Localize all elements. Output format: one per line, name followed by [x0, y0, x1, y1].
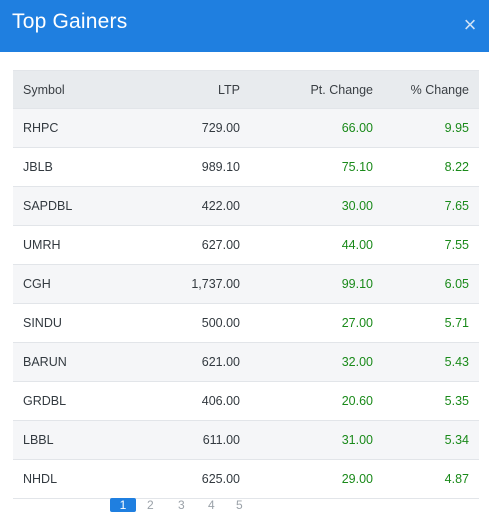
table-row[interactable]: RHPC 729.00 66.00 9.95: [13, 108, 479, 148]
cell-pct-change: 5.34: [383, 420, 479, 460]
cell-pt-change: 44.00: [250, 225, 383, 265]
cell-pt-change: 99.10: [250, 264, 383, 304]
cell-ltp: 627.00: [121, 225, 250, 265]
cell-ltp: 729.00: [121, 108, 250, 148]
cell-pct-change: 4.87: [383, 459, 479, 499]
cell-symbol[interactable]: NHDL: [13, 459, 121, 499]
column-header-ltp[interactable]: LTP: [121, 70, 250, 109]
cell-ltp: 989.10: [121, 147, 250, 187]
cell-symbol[interactable]: GRDBL: [13, 381, 121, 421]
table-row[interactable]: BARUN 621.00 32.00 5.43: [13, 342, 479, 382]
cell-ltp: 422.00: [121, 186, 250, 226]
gainers-table: Symbol LTP Pt. Change % Change RHPC 729.…: [13, 70, 479, 499]
table-row[interactable]: GRDBL 406.00 20.60 5.35: [13, 381, 479, 421]
close-icon[interactable]: ×: [463, 12, 477, 37]
cell-pct-change: 5.71: [383, 303, 479, 343]
cell-pt-change: 31.00: [250, 420, 383, 460]
cell-pct-change: 8.22: [383, 147, 479, 187]
cell-symbol[interactable]: LBBL: [13, 420, 121, 460]
page-button-2[interactable]: 2: [147, 498, 154, 512]
cell-ltp: 621.00: [121, 342, 250, 382]
modal-title: Top Gainers: [12, 10, 128, 33]
cell-pct-change: 6.05: [383, 264, 479, 304]
cell-pt-change: 30.00: [250, 186, 383, 226]
cell-pct-change: 9.95: [383, 108, 479, 148]
page-button-5[interactable]: 5: [236, 498, 243, 512]
cell-pt-change: 20.60: [250, 381, 383, 421]
cell-symbol[interactable]: SAPDBL: [13, 186, 121, 226]
column-header-pct-change[interactable]: % Change: [383, 70, 479, 109]
cell-pt-change: 66.00: [250, 108, 383, 148]
page-button-1[interactable]: 1: [110, 498, 136, 512]
table-row[interactable]: SINDU 500.00 27.00 5.71: [13, 303, 479, 343]
cell-ltp: 1,737.00: [121, 264, 250, 304]
column-header-pt-change[interactable]: Pt. Change: [250, 70, 383, 109]
cell-symbol[interactable]: UMRH: [13, 225, 121, 265]
cell-ltp: 500.00: [121, 303, 250, 343]
cell-pct-change: 7.65: [383, 186, 479, 226]
modal-header: Top Gainers ×: [0, 0, 489, 52]
cell-pt-change: 32.00: [250, 342, 383, 382]
page-button-4[interactable]: 4: [208, 498, 215, 512]
cell-symbol[interactable]: SINDU: [13, 303, 121, 343]
table-row[interactable]: CGH 1,737.00 99.10 6.05: [13, 264, 479, 304]
cell-symbol[interactable]: RHPC: [13, 108, 121, 148]
cell-pt-change: 75.10: [250, 147, 383, 187]
table-header-row: Symbol LTP Pt. Change % Change: [13, 70, 479, 109]
column-header-symbol[interactable]: Symbol: [13, 70, 121, 109]
table-row[interactable]: SAPDBL 422.00 30.00 7.65: [13, 186, 479, 226]
cell-symbol[interactable]: BARUN: [13, 342, 121, 382]
cell-pt-change: 29.00: [250, 459, 383, 499]
table-row[interactable]: JBLB 989.10 75.10 8.22: [13, 147, 479, 187]
cell-pct-change: 7.55: [383, 225, 479, 265]
cell-pct-change: 5.35: [383, 381, 479, 421]
cell-symbol[interactable]: JBLB: [13, 147, 121, 187]
page-button-3[interactable]: 3: [178, 498, 185, 512]
gainers-table-container: Symbol LTP Pt. Change % Change RHPC 729.…: [13, 70, 479, 499]
cell-pct-change: 5.43: [383, 342, 479, 382]
table-row[interactable]: UMRH 627.00 44.00 7.55: [13, 225, 479, 265]
table-row[interactable]: NHDL 625.00 29.00 4.87: [13, 459, 479, 499]
cell-ltp: 611.00: [121, 420, 250, 460]
cell-ltp: 625.00: [121, 459, 250, 499]
cell-symbol[interactable]: CGH: [13, 264, 121, 304]
cell-pt-change: 27.00: [250, 303, 383, 343]
cell-ltp: 406.00: [121, 381, 250, 421]
table-row[interactable]: LBBL 611.00 31.00 5.34: [13, 420, 479, 460]
